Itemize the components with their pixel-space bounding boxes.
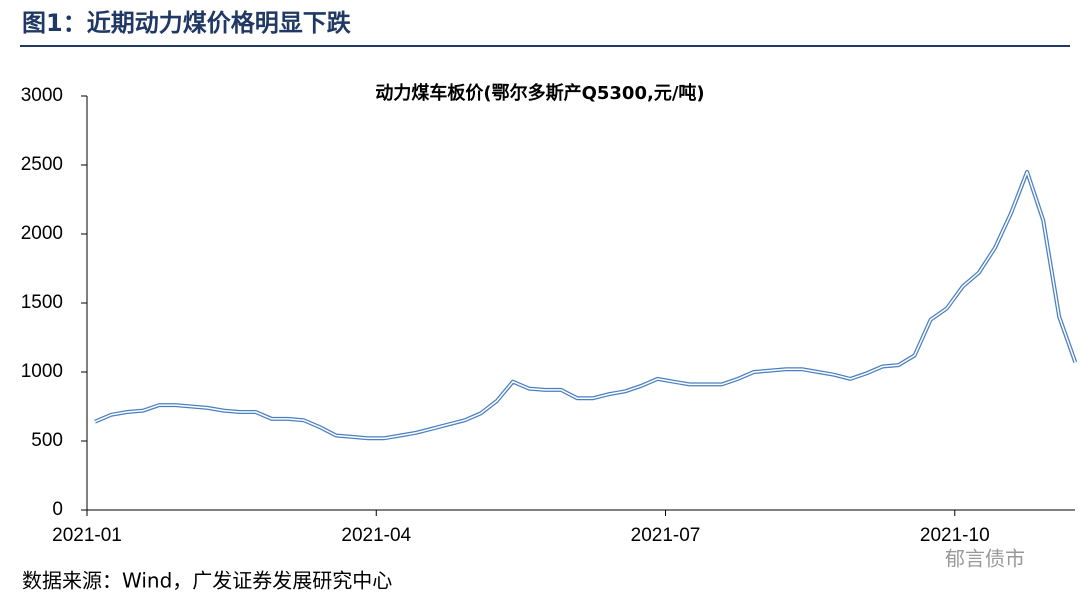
y-tick-label: 3000 [21,85,63,106]
source: 数据来源：Wind，广发证券发展研究中心 [22,569,392,593]
y-tick-label: 2500 [21,154,63,175]
y-tick-label: 2000 [21,223,63,244]
x-tick-label: 2021-07 [631,525,701,546]
x-tick-label: 2021-01 [52,525,122,546]
chart-title: 动力煤车板价(鄂尔多斯产Q5300,元/吨) [375,82,704,104]
y-tick-label: 1500 [21,292,63,313]
x-tick-label: 2021-10 [920,525,990,546]
y-tick-label: 500 [31,430,63,451]
x-tick-label: 2021-04 [341,525,411,546]
y-tick-label: 1000 [21,361,63,382]
y-tick-label: 0 [52,499,63,520]
figure-title: 图1：近期动力煤价格明显下跌 [22,9,352,37]
line [94,171,1077,439]
watermark: 郁言债市 [945,547,1025,571]
